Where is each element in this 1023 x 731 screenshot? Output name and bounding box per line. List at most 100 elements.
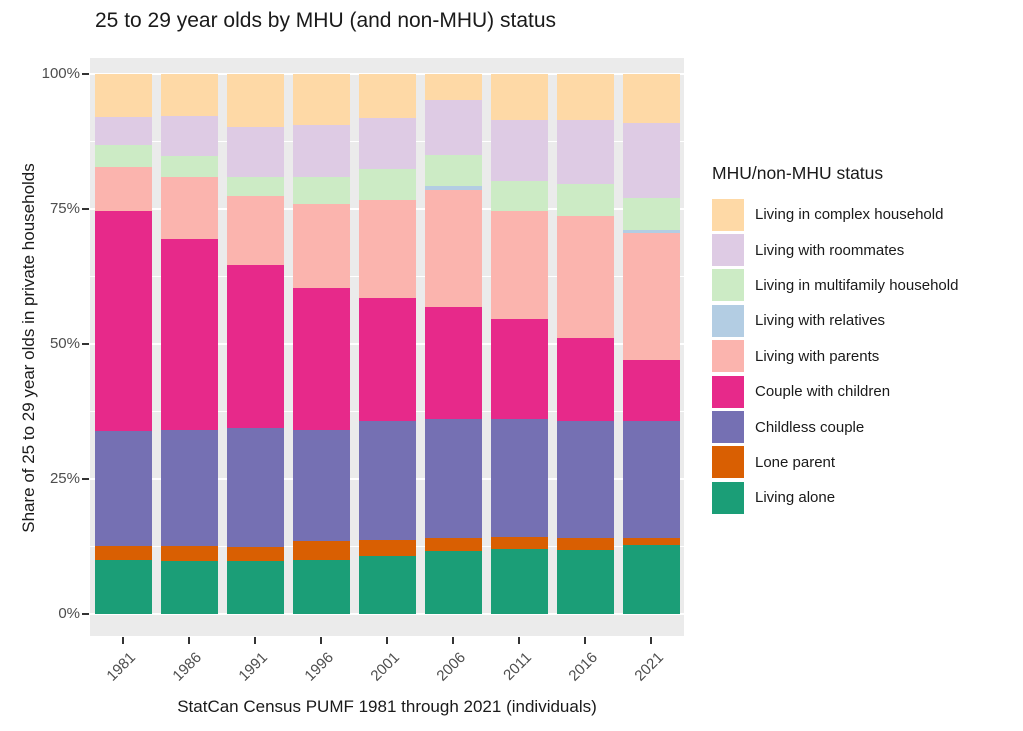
- bar-segment: [490, 120, 548, 182]
- bar-segment: [424, 419, 482, 539]
- legend-swatch: [712, 411, 744, 444]
- bar-segment: [226, 546, 284, 562]
- bar-segment: [94, 167, 152, 211]
- bar-segment: [226, 196, 284, 266]
- bar-2011: [490, 58, 548, 636]
- x-tick-mark: [188, 637, 190, 644]
- y-tick-label: 100%: [41, 65, 80, 82]
- x-tick-mark: [254, 637, 256, 644]
- plot-panel: [90, 58, 684, 636]
- x-tick-mark: [518, 637, 520, 644]
- bar-segment: [622, 360, 680, 422]
- bar-segment: [424, 100, 482, 155]
- legend-label: Living in complex household: [755, 206, 944, 224]
- legend-label: Lone parent: [755, 453, 836, 471]
- legend-label: Living with roommates: [755, 241, 905, 259]
- legend-swatch: [712, 340, 744, 373]
- bar-segment: [490, 319, 548, 420]
- bar-1996: [292, 58, 350, 636]
- y-tick-label: 75%: [49, 200, 80, 217]
- bar-segment: [556, 549, 614, 614]
- bar-segment: [160, 177, 218, 240]
- bar-segment: [160, 155, 218, 178]
- y-tick-mark: [82, 73, 89, 75]
- bar-segment: [622, 544, 680, 614]
- bar-segment: [424, 190, 482, 307]
- bar-segment: [292, 560, 350, 614]
- bar-segment: [94, 430, 152, 546]
- legend-swatch: [712, 198, 744, 231]
- bar-segment: [160, 239, 218, 430]
- bar-segment: [358, 540, 416, 557]
- major-gridline: [90, 613, 684, 615]
- bar-segment: [490, 74, 548, 121]
- bar-segment: [490, 211, 548, 320]
- x-tick-label: 1991: [235, 649, 272, 685]
- x-tick-label: 2001: [367, 649, 404, 685]
- x-tick-label: 1986: [169, 649, 206, 685]
- bar-segment: [622, 232, 680, 361]
- x-tick-label: 1996: [301, 649, 338, 685]
- legend-label: Living with relatives: [755, 312, 886, 330]
- bar-segment: [622, 538, 680, 545]
- bar-segment: [292, 541, 350, 560]
- bar-segment: [358, 420, 416, 541]
- bar-segment: [226, 176, 284, 197]
- y-tick-label: 25%: [49, 470, 80, 487]
- x-tick-label: 2021: [631, 649, 668, 685]
- bar-segment: [556, 216, 614, 339]
- legend-title: MHU/non-MHU status: [712, 163, 884, 183]
- bar-segment: [94, 74, 152, 117]
- bar-segment: [490, 537, 548, 550]
- chart-title: 25 to 29 year olds by MHU (and non-MHU) …: [95, 9, 557, 32]
- bar-segment: [292, 429, 350, 542]
- bar-segment: [160, 545, 218, 562]
- bar-segment: [94, 210, 152, 431]
- y-tick-mark: [82, 343, 89, 345]
- x-tick-mark: [320, 637, 322, 644]
- bar-segment: [94, 116, 152, 145]
- bar-segment: [292, 74, 350, 126]
- bar-segment: [490, 549, 548, 614]
- bar-segment: [622, 421, 680, 539]
- bar-segment: [622, 123, 680, 198]
- bar-segment: [160, 429, 218, 546]
- legend-swatch: [712, 375, 744, 408]
- major-gridline: [90, 73, 684, 75]
- legend-label: Childless couple: [755, 418, 865, 436]
- x-axis-title: StatCan Census PUMF 1981 through 2021 (i…: [177, 697, 597, 716]
- legend-item: Living alone: [712, 480, 958, 515]
- bar-segment: [292, 288, 350, 430]
- legend-item: Living in complex household: [712, 197, 958, 232]
- y-tick-mark: [82, 478, 89, 480]
- bar-segment: [226, 265, 284, 429]
- bar-segment: [424, 550, 482, 614]
- bar-segment: [160, 561, 218, 614]
- legend-item: Living with parents: [712, 339, 958, 374]
- bar-segment: [226, 74, 284, 128]
- bar-segment: [292, 204, 350, 289]
- bar-segment: [160, 74, 218, 116]
- y-tick-mark: [82, 613, 89, 615]
- x-tick-mark: [122, 637, 124, 644]
- bar-segment: [622, 197, 680, 231]
- x-tick-mark: [386, 637, 388, 644]
- bar-segment: [94, 144, 152, 168]
- legend-item: Living with roommates: [712, 232, 958, 267]
- bar-segment: [292, 176, 350, 205]
- bar-segment: [556, 421, 614, 539]
- bar-2021: [622, 58, 680, 636]
- y-tick-mark: [82, 208, 89, 210]
- bar-segment: [424, 74, 482, 101]
- legend-item: Couple with children: [712, 374, 958, 409]
- bar-2001: [358, 58, 416, 636]
- legend-item: Living with relatives: [712, 303, 958, 338]
- bar-segment: [556, 120, 614, 185]
- x-tick-label: 2011: [500, 649, 536, 684]
- legend-swatch: [712, 304, 744, 337]
- bar-2016: [556, 58, 614, 636]
- legend-items: Living in complex household Living with r…: [712, 197, 958, 516]
- y-tick-label: 50%: [49, 335, 80, 352]
- legend-label: Living with parents: [755, 347, 880, 365]
